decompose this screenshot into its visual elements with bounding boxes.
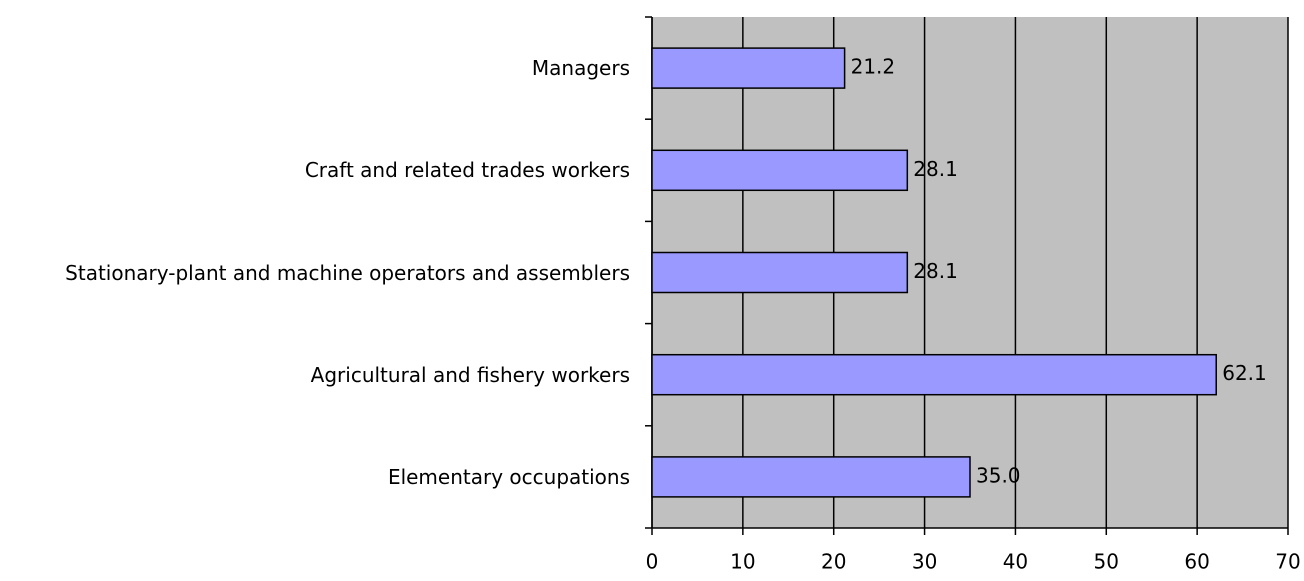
x-tick-label: 20 [821, 550, 846, 574]
bar [651, 456, 971, 498]
x-tick-label: 70 [1275, 550, 1300, 574]
category-text: Craft and related trades workers [304, 158, 630, 183]
x-tick-label: 50 [1094, 550, 1119, 574]
category-text: Elementary occupations [387, 464, 630, 489]
value-label: 28.1 [913, 157, 958, 181]
x-tick-label: 30 [912, 550, 937, 574]
bar [651, 353, 1217, 396]
value-label: 62.1 [1222, 361, 1267, 385]
category-label: Agricultural and fishery workers [0, 362, 630, 388]
category-label: Stationary-plant and machine operators a… [0, 260, 630, 286]
category-text: Stationary-plant and machine operators a… [65, 260, 630, 285]
value-label: 21.2 [851, 55, 896, 79]
category-label: Managers [0, 55, 630, 81]
value-label: 28.1 [913, 259, 958, 283]
x-tick-label: 10 [730, 550, 755, 574]
bar [651, 251, 909, 294]
x-tick-label: 40 [1003, 550, 1028, 574]
x-tick-label: 0 [646, 550, 659, 574]
bar [651, 47, 846, 89]
category-text: Agricultural and fishery workers [310, 362, 630, 387]
category-label: Craft and related trades workers [0, 157, 630, 183]
value-label: 35.0 [976, 463, 1021, 487]
bar [651, 149, 909, 192]
category-label: Elementary occupations [0, 464, 630, 490]
x-tick-label: 60 [1184, 550, 1209, 574]
category-text: Managers [531, 56, 630, 81]
